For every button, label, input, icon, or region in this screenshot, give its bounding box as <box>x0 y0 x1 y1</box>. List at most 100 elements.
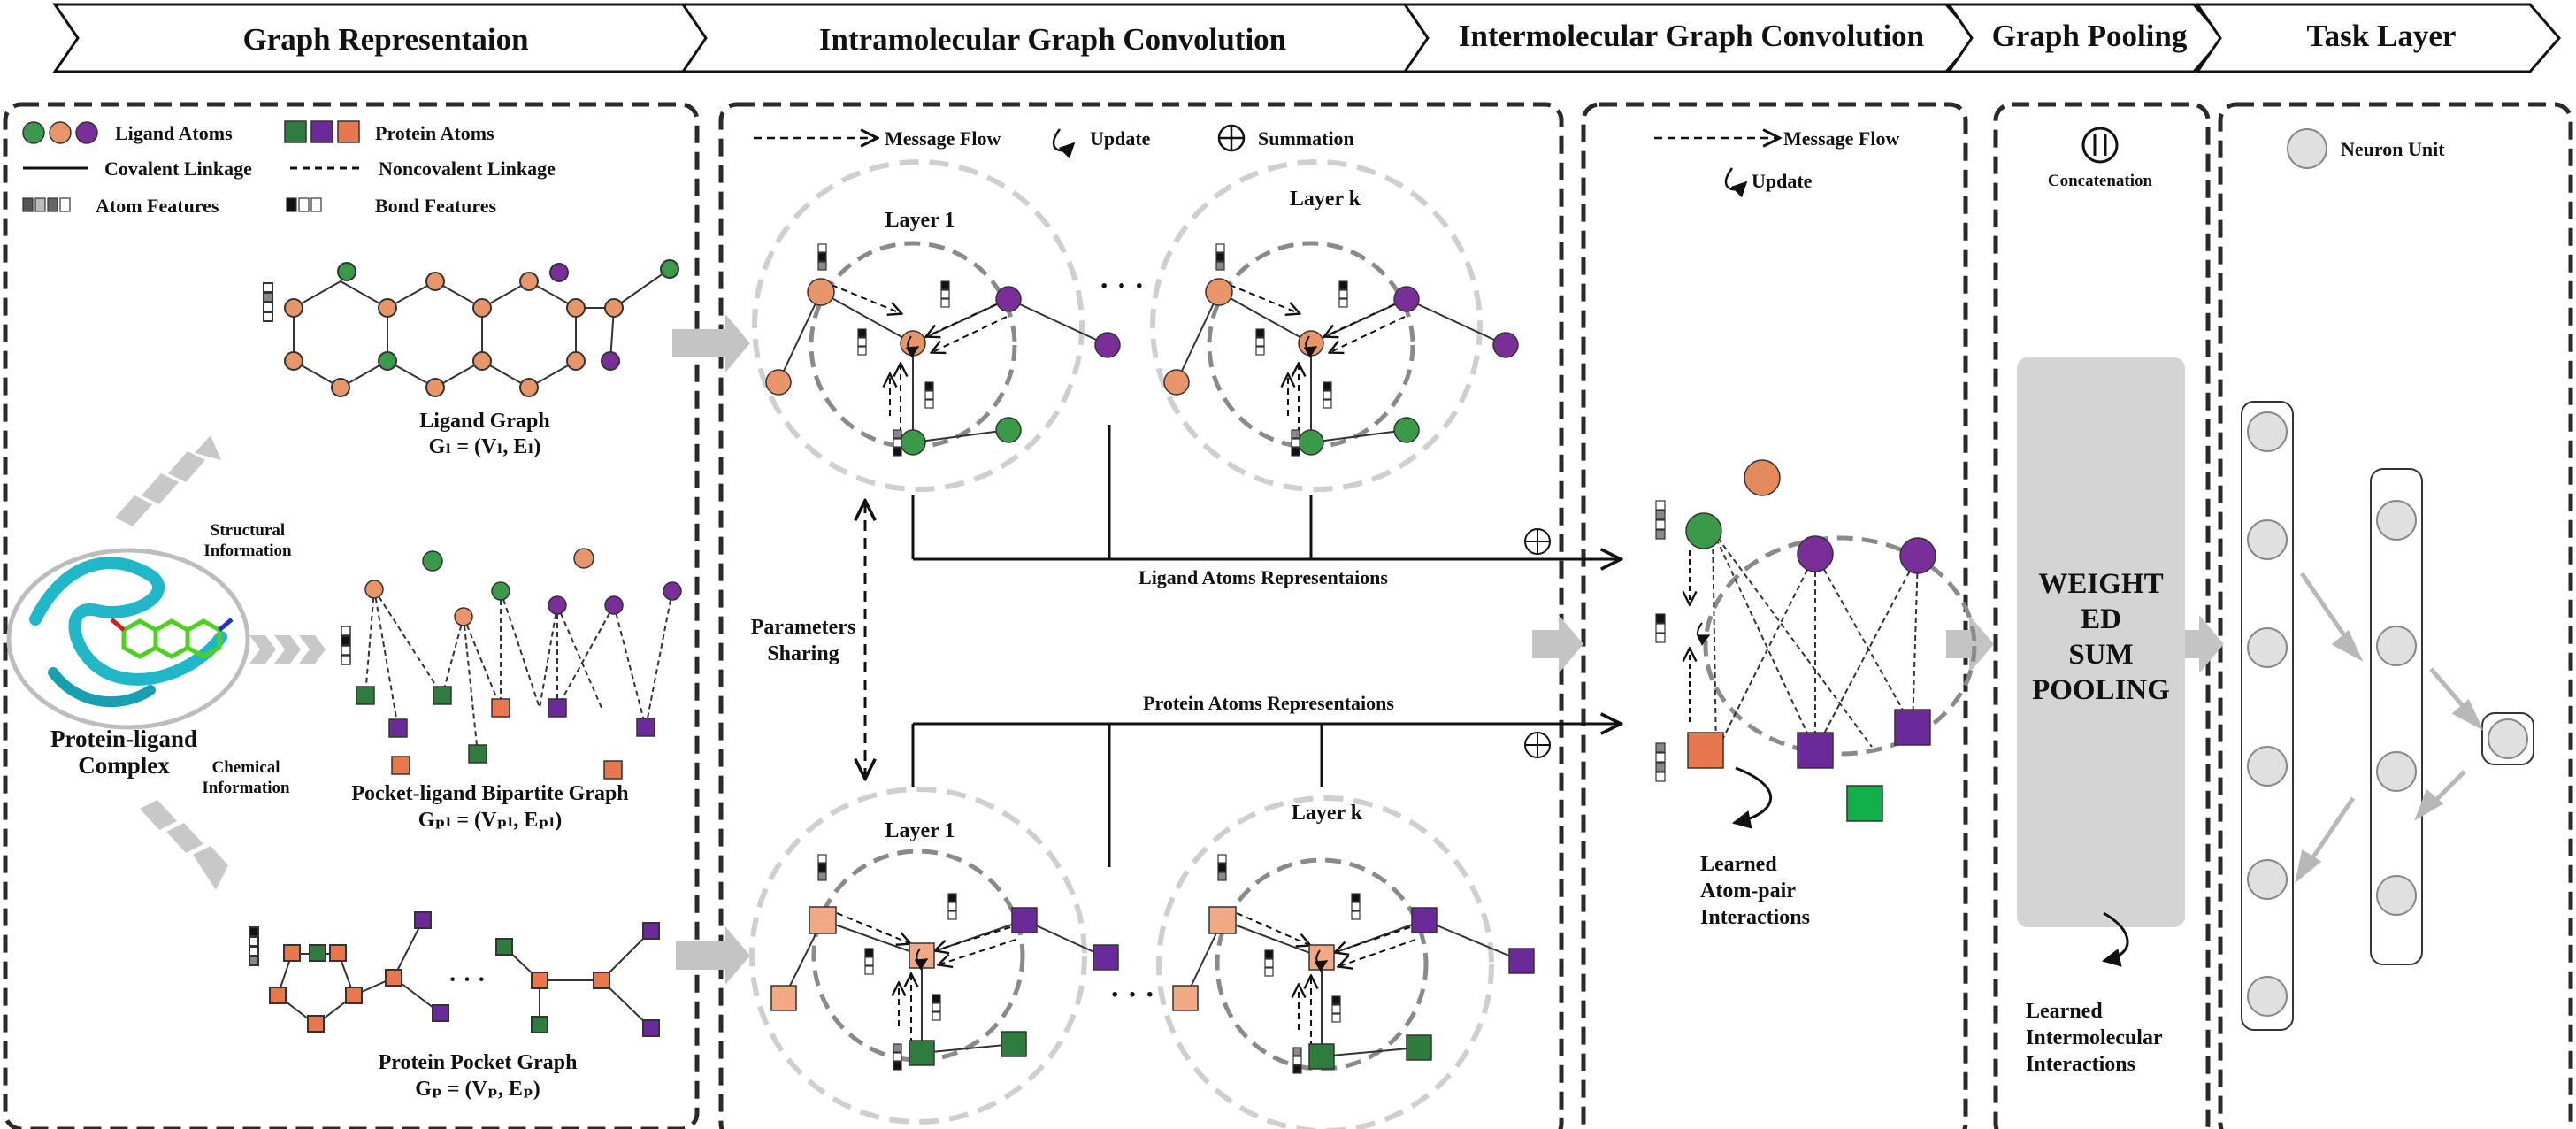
protein-layerk-label: Layer k <box>1292 802 1363 825</box>
ligand-graph-title: Ligand Graph <box>419 410 549 433</box>
structural-info-line1: Structural <box>211 521 285 540</box>
protein-atom-orange-icon <box>337 120 360 143</box>
protein-layer1-label: Layer 1 <box>886 819 955 842</box>
stage-header-4: Graph Pooling <box>1946 3 2225 73</box>
params-sharing-line1: Parameters <box>751 616 856 639</box>
protein-atom-green-icon <box>284 120 307 143</box>
inter-legend-message-flow: Message Flow <box>1783 127 1899 150</box>
legend-bond-features: Bond Features <box>375 195 497 217</box>
chemical-info-line1: Chemical <box>211 758 280 777</box>
bipartite-graph-formula: Gₚₗ = (Vₚₗ, Eₚₗ) <box>418 809 563 832</box>
panel-intermolecular <box>1581 102 1968 1129</box>
params-sharing-line2: Sharing <box>767 642 839 665</box>
summation-bottom-icon <box>1524 732 1551 758</box>
update-icon <box>1052 128 1076 159</box>
stage-label-task-layer: Task Layer <box>2307 19 2457 53</box>
bipartite-graph-title: Pocket-ligand Bipartite Graph <box>351 782 628 805</box>
learned-intermolecular-line3: Interactions <box>2026 1053 2135 1076</box>
protein-ligand-complex-icon <box>6 548 250 730</box>
legend-atom-features: Atom Features <box>96 195 219 217</box>
legend-neuron-unit: Neuron Unit <box>2341 138 2445 160</box>
bond-features-icon <box>286 197 322 212</box>
ligand-repr-bus <box>911 425 1619 559</box>
inter-legend-update: Update <box>1752 170 1813 192</box>
learned-intermolecular-line2: Intermolecular <box>2026 1026 2163 1049</box>
complex-label-line2: Complex <box>78 752 170 779</box>
arrow-ligand-to-conv-icon <box>672 314 750 372</box>
ligand-atom-orange-icon <box>49 121 72 144</box>
ligand-atom-green-icon <box>22 121 45 144</box>
protein-atom-purple-icon <box>310 120 334 143</box>
ligand-graph-formula: Gₗ = (Vₗ, Eₗ) <box>429 435 541 458</box>
arrow-pool-to-task-icon <box>2185 615 2224 673</box>
stage-label-graph-pooling: Graph Pooling <box>1992 19 2188 53</box>
stage-header-1: Graph Representaion <box>52 3 718 73</box>
structural-chevrons-icon <box>115 435 221 526</box>
pocket-ellipsis: · · · <box>448 966 486 994</box>
protein-repr-bus <box>911 724 1619 867</box>
legend-graph-representation: Ligand Atoms Protein Atoms Covalent Link… <box>22 120 556 217</box>
ligand-graph <box>263 259 679 397</box>
protein-conv-layer-1: Layer 1 <box>749 787 1119 1125</box>
protein-conv-dots: · · · <box>1109 979 1154 1011</box>
ligand-repr-label: Ligand Atoms Representaions <box>1138 566 1388 588</box>
pocket-graph-formula: Gₚ = (Vₚ, Eₚ) <box>415 1078 540 1101</box>
legend-noncovalent: Noncovalent Linkage <box>379 157 556 180</box>
ligand-conv-dots: · · · <box>1099 270 1144 303</box>
panel-graph-pooling <box>1993 102 2211 1129</box>
legend-protein-atoms: Protein Atoms <box>375 122 494 144</box>
ligand-conv-layer-k: Layer k <box>1150 159 1519 492</box>
pooling-label-line2: ED <box>2081 603 2121 635</box>
panel-task-layer <box>2218 102 2573 1129</box>
stage-label-intermolecular: Intermolecular Graph Convolution <box>1459 19 1924 53</box>
learned-atom-pair-line1: Learned <box>1700 853 1777 876</box>
pooling-label-line3: SUM <box>2068 639 2133 671</box>
learned-intermolecular-line1: Learned <box>2026 1000 2103 1023</box>
panel-graph-representation <box>3 102 700 1129</box>
summation-top-icon <box>1524 528 1551 555</box>
arrow-conv-to-inter-icon <box>1532 615 1583 673</box>
summation-icon <box>1217 124 1246 152</box>
legend-ligand-atoms: Ligand Atoms <box>115 122 233 144</box>
ligand-layer1-label: Layer 1 <box>886 209 955 232</box>
complex-label-line1: Protein-ligand <box>50 726 197 752</box>
atom-features-icon <box>22 197 71 212</box>
concatenation-icon <box>2082 127 2119 164</box>
protein-repr-label: Protein Atoms Representaions <box>1143 692 1394 714</box>
pooling-label-line1: WEIGHT <box>2038 568 2163 600</box>
legend-message-flow: Message Flow <box>885 127 1000 150</box>
arrow-pocket-to-conv-icon <box>676 926 750 985</box>
arrow-inter-to-pool-icon <box>1946 615 1994 673</box>
ligand-layerk-label: Layer k <box>1290 188 1361 211</box>
learned-atom-pair-line2: Atom-pair <box>1700 879 1796 902</box>
protein-conv-layer-k: Layer k <box>1156 795 1535 1129</box>
ligand-atom-purple-icon <box>75 121 98 144</box>
middle-chevrons-icon <box>249 635 326 664</box>
weighted-sum-pooling-block <box>2017 357 2185 927</box>
bipartite-graph <box>364 588 673 755</box>
stage-header-2: Intramolecular Graph Convolution <box>680 3 1436 73</box>
protein-pocket-graph <box>249 911 660 1037</box>
legend-intramolecular: Message Flow Update Summation <box>754 124 1354 159</box>
neural-network <box>2241 401 2534 1031</box>
intermolecular-graph <box>1655 459 1977 829</box>
legend-summation: Summation <box>1258 127 1354 150</box>
learned-atom-pair-line3: Interactions <box>1700 906 1810 929</box>
pooling-learned-arrow-icon <box>2101 911 2129 967</box>
stage-label-graph-representation: Graph Representaion <box>242 22 528 57</box>
pocket-graph-title: Protein Pocket Graph <box>379 1051 578 1074</box>
neuron-unit-icon <box>2287 128 2327 169</box>
bipartite-nodes <box>341 548 682 780</box>
pooling-label-line4: POOLING <box>2032 674 2170 706</box>
chemical-info-line2: Information <box>202 779 290 797</box>
chemical-chevrons-icon <box>140 800 228 890</box>
structural-info-line2: Information <box>203 541 292 560</box>
ligand-conv-layer-1: Layer 1 <box>752 159 1121 492</box>
legend-update: Update <box>1090 127 1151 150</box>
stage-header-3: Intermolecular Graph Convolution <box>1402 3 1977 73</box>
inter-update-icon <box>1724 167 1748 198</box>
stage-label-intramolecular: Intramolecular Graph Convolution <box>819 22 1286 57</box>
feature-vector-icon <box>263 282 273 322</box>
legend-covalent: Covalent Linkage <box>104 157 252 180</box>
